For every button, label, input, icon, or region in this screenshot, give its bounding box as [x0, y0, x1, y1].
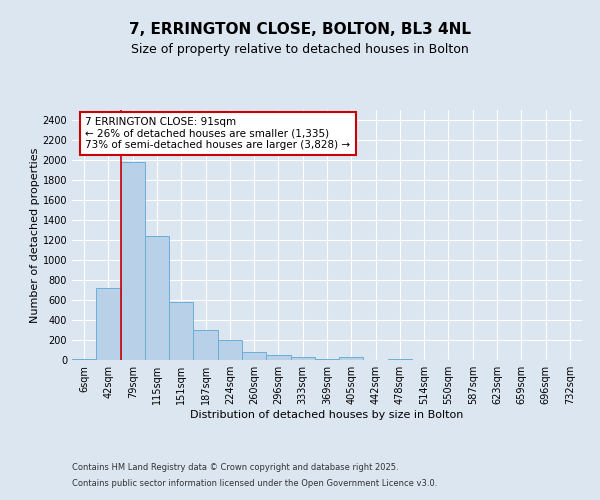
Text: Contains public sector information licensed under the Open Government Licence v3: Contains public sector information licen… [72, 478, 437, 488]
X-axis label: Distribution of detached houses by size in Bolton: Distribution of detached houses by size … [190, 410, 464, 420]
Text: 7, ERRINGTON CLOSE, BOLTON, BL3 4NL: 7, ERRINGTON CLOSE, BOLTON, BL3 4NL [129, 22, 471, 38]
Text: 7 ERRINGTON CLOSE: 91sqm
← 26% of detached houses are smaller (1,335)
73% of sem: 7 ERRINGTON CLOSE: 91sqm ← 26% of detach… [85, 117, 350, 150]
Bar [218, 340, 242, 360]
Bar [193, 330, 218, 360]
Bar [339, 357, 364, 360]
Bar [290, 357, 315, 360]
Bar [266, 355, 290, 360]
Bar [121, 162, 145, 360]
Bar [388, 359, 412, 360]
Bar [145, 236, 169, 360]
Text: Size of property relative to detached houses in Bolton: Size of property relative to detached ho… [131, 42, 469, 56]
Y-axis label: Number of detached properties: Number of detached properties [29, 148, 40, 322]
Text: Contains HM Land Registry data © Crown copyright and database right 2025.: Contains HM Land Registry data © Crown c… [72, 464, 398, 472]
Bar [72, 359, 96, 360]
Bar [96, 288, 121, 360]
Bar [169, 302, 193, 360]
Bar [242, 352, 266, 360]
Bar [315, 359, 339, 360]
